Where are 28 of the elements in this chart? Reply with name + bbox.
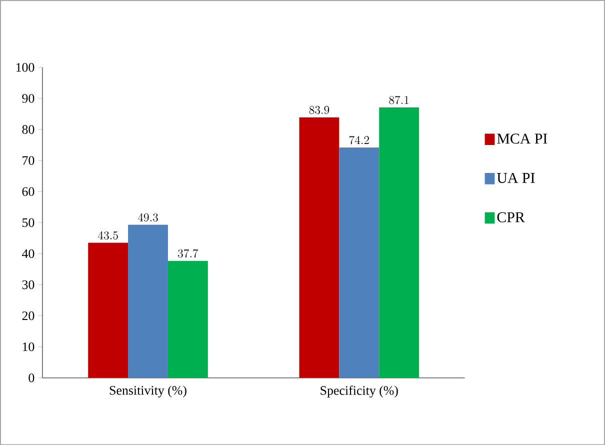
data-label: 74.2 xyxy=(349,136,369,144)
bar xyxy=(339,147,380,378)
y-tick-label: 80 xyxy=(22,124,34,134)
data-label: 37.7 xyxy=(178,249,198,258)
y-tick-label: 40 xyxy=(22,249,34,258)
bar xyxy=(88,242,128,378)
y-tick-label: 0 xyxy=(28,373,34,382)
bar xyxy=(299,117,340,378)
data-label: 43.5 xyxy=(98,231,118,240)
y-tick-label: 60 xyxy=(22,187,34,196)
data-label: 83.9 xyxy=(309,106,330,114)
legend-label: MCA PI xyxy=(497,134,548,144)
x-tick-label: Sensitivity (%) xyxy=(110,386,186,398)
legend-label: CPR xyxy=(497,212,525,222)
y-tick-label: 70 xyxy=(22,156,34,165)
data-label: 49.3 xyxy=(138,213,158,222)
bar xyxy=(379,107,420,378)
y-tick-label: 10 xyxy=(22,342,34,352)
bar xyxy=(168,260,208,378)
data-label: 87. 1 xyxy=(389,96,409,104)
y-tick-label: 100 xyxy=(16,62,34,72)
x-tick-label: Specificity (%) xyxy=(320,385,398,398)
y-tick-label: 90 xyxy=(22,94,34,103)
y-tick-label: 20 xyxy=(22,311,34,320)
y-tick-label: 30 xyxy=(22,280,34,289)
bar xyxy=(128,224,168,378)
legend-label: UA PI xyxy=(497,172,535,183)
y-tick-label: 50 xyxy=(22,218,34,227)
